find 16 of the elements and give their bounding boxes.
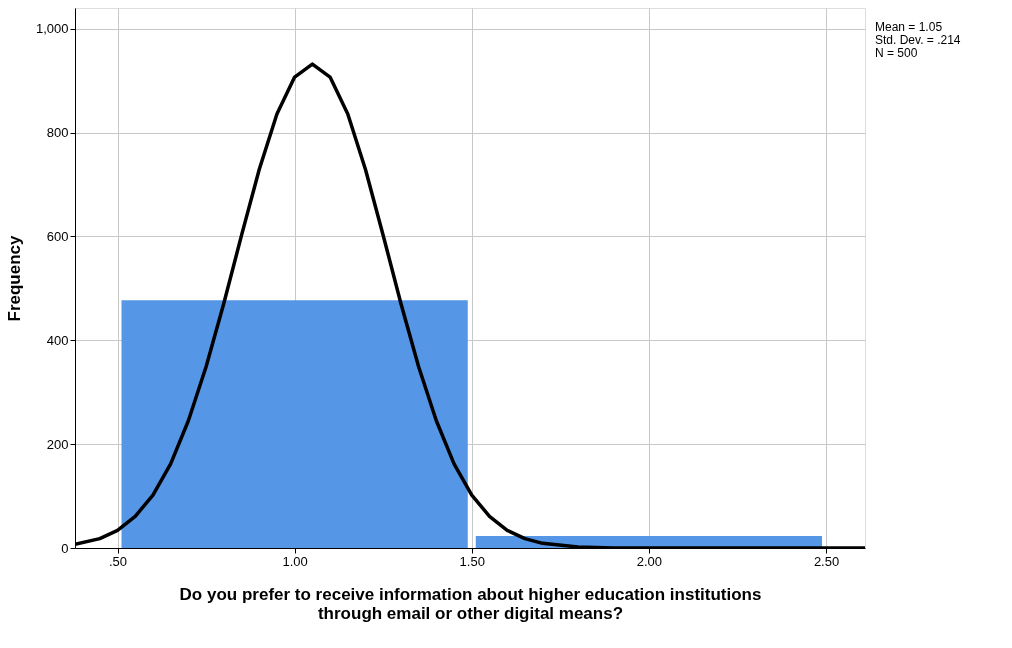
y-axis-title: Frequency	[4, 234, 24, 322]
x-tick-label: 1.00	[282, 553, 308, 569]
x-tick-label: .50	[108, 553, 128, 569]
y-tick-label: 400	[46, 332, 69, 348]
text: N = 500	[875, 46, 918, 60]
x-tick-label: 2.50	[813, 553, 840, 569]
x-axis-title: Do you prefer to receive information about higher education institutions through email or other digital means?	[179, 584, 762, 623]
y-tick-label: 0	[61, 540, 69, 556]
x-tick-label: 2.00	[636, 553, 663, 569]
text: Std. Dev. = .214	[875, 33, 961, 47]
text: Mean = 1.05	[875, 20, 943, 34]
y-tick-label: 800	[46, 125, 69, 141]
y-tick-label: 600	[46, 228, 69, 244]
y-tick-label: 1,000	[35, 21, 69, 37]
x-tick-label: 1.50	[459, 553, 485, 569]
y-tick-label: 200	[46, 436, 69, 452]
